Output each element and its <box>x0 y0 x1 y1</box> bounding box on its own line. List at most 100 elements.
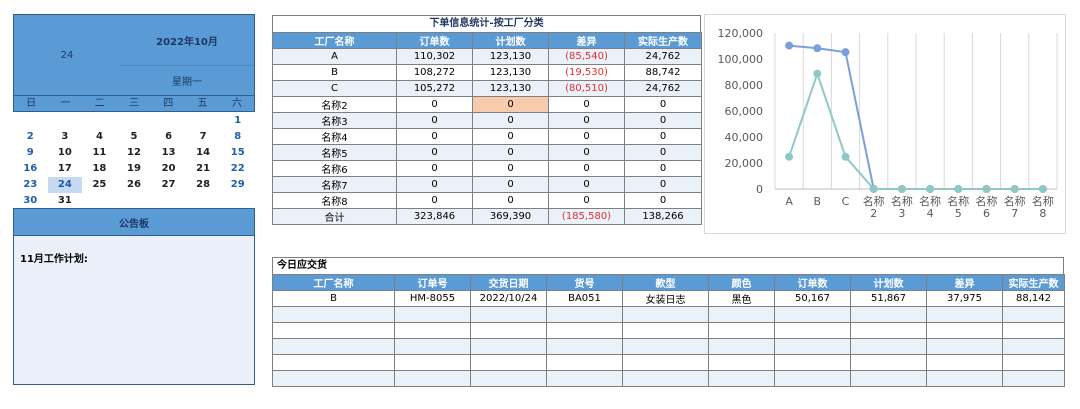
stats-cell[interactable]: 0 <box>472 176 549 193</box>
delivery-cell[interactable] <box>546 306 623 323</box>
stats-cell[interactable]: 0 <box>396 144 473 161</box>
calendar-day-cell[interactable]: 3 <box>61 131 69 142</box>
stats-cell[interactable]: 0 <box>396 160 473 177</box>
stats-cell[interactable]: 0 <box>396 128 473 145</box>
stats-cell[interactable]: 合计 <box>272 208 397 225</box>
delivery-cell[interactable] <box>1002 370 1065 387</box>
delivery-cell[interactable] <box>470 354 547 371</box>
stats-cell[interactable]: 0 <box>472 128 549 145</box>
calendar-day-cell[interactable]: 12 <box>127 147 141 158</box>
stats-cell[interactable]: 0 <box>624 192 702 209</box>
delivery-cell[interactable] <box>850 354 927 371</box>
delivery-cell[interactable]: 黑色 <box>708 290 775 307</box>
delivery-cell[interactable]: 37,975 <box>926 290 1003 307</box>
stats-cell[interactable]: 名称5 <box>272 144 397 161</box>
delivery-cell[interactable] <box>850 306 927 323</box>
stats-cell[interactable]: 123,130 <box>472 48 549 65</box>
stats-cell[interactable]: 0 <box>624 144 702 161</box>
calendar-day-cell[interactable]: 28 <box>196 179 211 190</box>
calendar-day-cell[interactable]: 4 <box>95 131 103 142</box>
delivery-cell[interactable] <box>774 338 851 355</box>
delivery-cell[interactable] <box>1002 338 1065 355</box>
stats-cell[interactable]: 0 <box>472 192 549 209</box>
delivery-cell[interactable] <box>272 322 395 339</box>
calendar-day-cell[interactable]: 13 <box>161 147 176 158</box>
calendar-day-cell[interactable]: 5 <box>130 131 138 142</box>
delivery-cell[interactable] <box>394 370 471 387</box>
delivery-cell[interactable] <box>1002 322 1065 339</box>
calendar-day-cell[interactable]: 6 <box>165 131 173 142</box>
calendar-day-cell[interactable]: 20 <box>161 163 176 174</box>
delivery-cell[interactable]: B <box>272 290 395 307</box>
delivery-cell[interactable] <box>546 354 623 371</box>
delivery-cell[interactable]: 88,142 <box>1002 290 1065 307</box>
delivery-cell[interactable]: 女装日志 <box>622 290 709 307</box>
stats-cell[interactable]: 名称2 <box>272 96 397 113</box>
stats-cell[interactable]: A <box>272 48 397 65</box>
stats-cell[interactable]: 24,762 <box>624 80 702 97</box>
stats-cell[interactable]: (85,540) <box>548 48 625 65</box>
delivery-cell[interactable] <box>1002 306 1065 323</box>
calendar-day-cell[interactable]: 21 <box>196 163 211 174</box>
delivery-cell[interactable] <box>272 306 395 323</box>
stats-cell[interactable]: 0 <box>472 160 549 177</box>
stats-cell[interactable]: 0 <box>396 96 473 113</box>
stats-cell[interactable]: 0 <box>548 160 625 177</box>
delivery-cell[interactable] <box>926 338 1003 355</box>
calendar-day-cell[interactable]: 10 <box>57 147 72 158</box>
calendar-day-cell[interactable]: 15 <box>230 147 245 158</box>
delivery-cell[interactable] <box>622 370 709 387</box>
delivery-cell[interactable] <box>470 370 547 387</box>
stats-cell[interactable]: (80,510) <box>548 80 625 97</box>
stats-cell[interactable]: 0 <box>396 176 473 193</box>
delivery-cell[interactable] <box>850 370 927 387</box>
stats-cell[interactable]: 0 <box>624 112 702 129</box>
delivery-cell[interactable] <box>272 370 395 387</box>
calendar-day-cell[interactable]: 22 <box>230 163 245 174</box>
delivery-cell[interactable] <box>394 338 471 355</box>
delivery-cell[interactable] <box>774 322 851 339</box>
stats-cell[interactable]: 0 <box>548 192 625 209</box>
delivery-cell[interactable] <box>850 322 927 339</box>
stats-cell[interactable]: 323,846 <box>396 208 473 225</box>
stats-cell[interactable]: 0 <box>624 96 702 113</box>
delivery-cell[interactable]: 2022/10/24 <box>470 290 547 307</box>
stats-cell[interactable]: 0 <box>396 192 473 209</box>
delivery-cell[interactable] <box>470 306 547 323</box>
calendar-day-cell[interactable]: 19 <box>127 163 141 174</box>
calendar-day-cell[interactable]: 16 <box>23 163 38 174</box>
stats-cell[interactable]: 名称3 <box>272 112 397 129</box>
delivery-cell[interactable] <box>926 306 1003 323</box>
calendar-day-cell[interactable]: 17 <box>57 163 72 174</box>
stats-cell[interactable]: 0 <box>472 144 549 161</box>
stats-cell[interactable]: 0 <box>624 128 702 145</box>
stats-cell[interactable]: 0 <box>548 128 625 145</box>
delivery-cell[interactable] <box>774 306 851 323</box>
stats-cell[interactable]: 0 <box>548 176 625 193</box>
delivery-cell[interactable]: 51,867 <box>850 290 927 307</box>
calendar-day-cell[interactable]: 14 <box>196 147 211 158</box>
calendar-day-cell[interactable]: 18 <box>92 163 107 174</box>
delivery-cell[interactable] <box>394 322 471 339</box>
stats-cell[interactable]: (185,580) <box>548 208 625 225</box>
stats-cell[interactable]: 123,130 <box>472 64 549 81</box>
delivery-cell[interactable] <box>272 338 395 355</box>
stats-cell[interactable]: 0 <box>472 96 549 113</box>
stats-cell[interactable]: 0 <box>624 176 702 193</box>
delivery-cell[interactable] <box>394 306 471 323</box>
calendar-day-cell[interactable]: 30 <box>23 195 38 206</box>
delivery-cell[interactable] <box>708 338 775 355</box>
bulletin-board-body[interactable]: 11月工作计划: <box>13 236 255 385</box>
delivery-cell[interactable] <box>622 322 709 339</box>
calendar-day-cell[interactable]: 1 <box>234 115 242 126</box>
delivery-cell[interactable] <box>546 370 623 387</box>
calendar-day-cell[interactable]: 11 <box>92 147 107 158</box>
stats-cell[interactable]: 名称8 <box>272 192 397 209</box>
stats-cell[interactable]: 0 <box>548 112 625 129</box>
delivery-cell[interactable] <box>926 370 1003 387</box>
delivery-cell[interactable] <box>850 338 927 355</box>
delivery-cell[interactable] <box>1002 354 1065 371</box>
stats-cell[interactable]: 0 <box>472 112 549 129</box>
stats-cell[interactable]: 369,390 <box>472 208 549 225</box>
calendar-day-cell[interactable]: 27 <box>161 179 176 190</box>
